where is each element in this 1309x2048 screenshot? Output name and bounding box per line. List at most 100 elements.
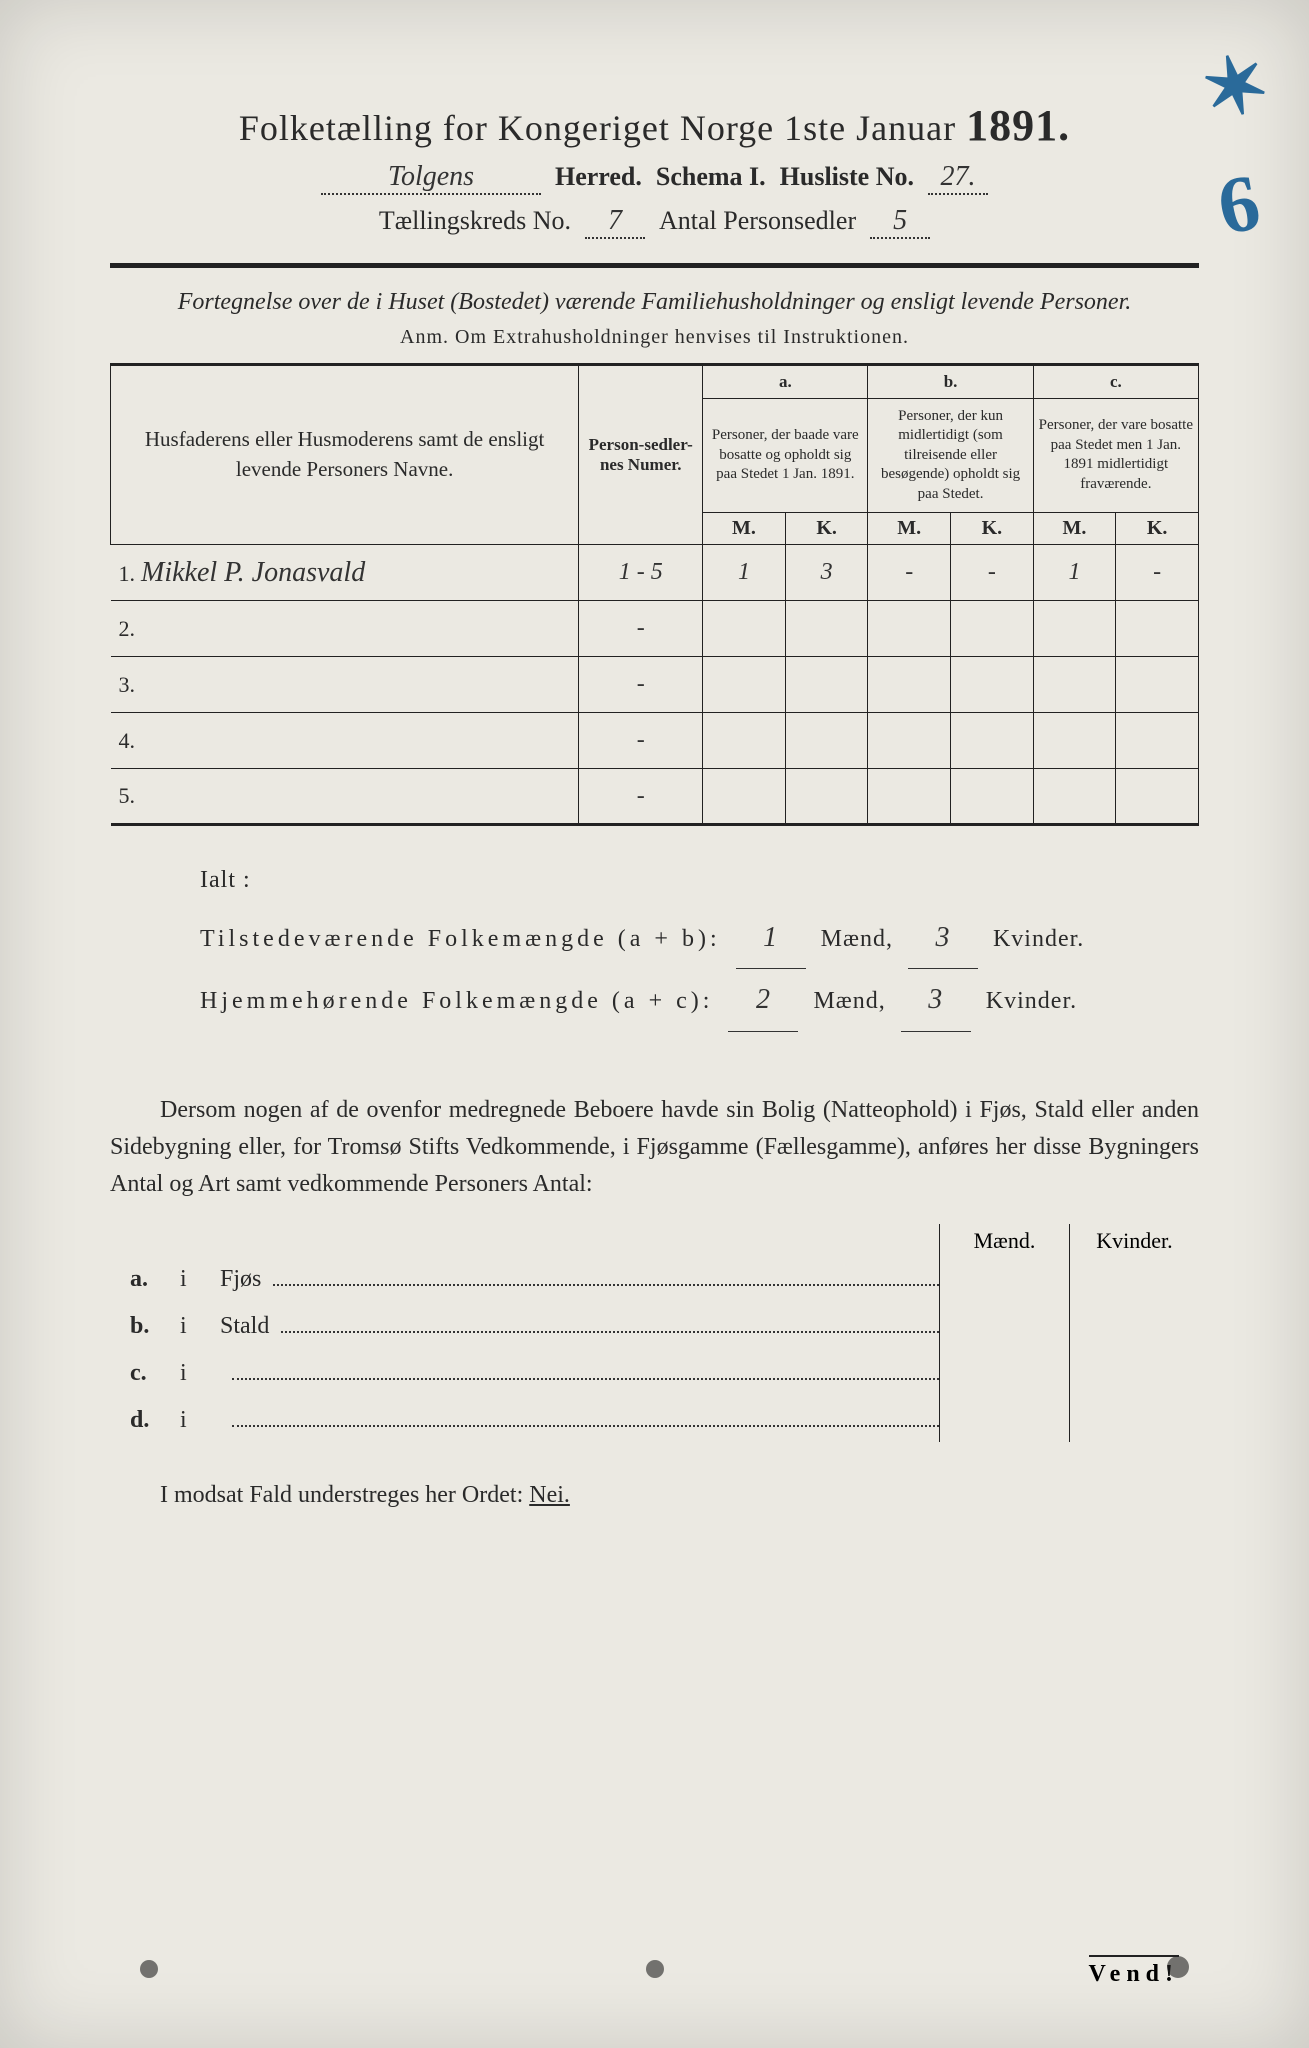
hjemme-k: 3 <box>901 969 971 1032</box>
group-a-text: Personer, der baade vare bosatte og opho… <box>703 398 868 513</box>
row-b-k <box>951 713 1034 769</box>
divider <box>110 263 1199 268</box>
husliste-value: 27. <box>928 161 988 195</box>
table-row: 3.- <box>111 657 1199 713</box>
row-a-k <box>785 769 868 825</box>
maend-label-2: Mænd, <box>813 988 885 1014</box>
row-b-k <box>951 601 1034 657</box>
sidebygning-row: c.i <box>110 1348 939 1395</box>
row-c-m <box>1033 601 1116 657</box>
sidebygning-block: a.iFjøsb.iStaldc.id.i Mænd. Kvinder. <box>110 1224 1199 1442</box>
kvinder-label-1: Kvinder. <box>993 926 1084 952</box>
annotation-mark-1: ✶ <box>1191 33 1280 141</box>
totals-block: Ialt : Tilstedeværende Folkemængde (a + … <box>110 854 1199 1032</box>
a-k-header: K. <box>785 513 868 545</box>
row-b-k: - <box>951 545 1034 601</box>
sb-dots <box>273 1262 939 1286</box>
sidebygning-paragraph: Dersom nogen af de ovenfor medregnede Be… <box>110 1092 1199 1204</box>
row-name-cell: 1.Mikkel P. Jonasvald <box>111 545 579 601</box>
row-name-cell: 5. <box>111 769 579 825</box>
punch-hole-icon <box>646 1960 664 1978</box>
row-name-cell: 2. <box>111 601 579 657</box>
row-a-m <box>703 601 786 657</box>
sb-lab: c. <box>110 1360 180 1387</box>
main-table: Husfaderens eller Husmoderens samt de en… <box>110 363 1199 827</box>
row-b-m <box>868 657 951 713</box>
group-a-label: a. <box>703 364 868 398</box>
kreds-value: 7 <box>585 205 645 239</box>
sb-dots <box>281 1309 939 1333</box>
b-m-header: M. <box>868 513 951 545</box>
sb-dots <box>232 1356 939 1380</box>
hjemme-row: Hjemmehørende Folkemængde (a + c): 2 Mæn… <box>200 969 1199 1032</box>
tilstede-k: 3 <box>908 907 978 970</box>
instructions-text: Fortegnelse over de i Huset (Bostedet) v… <box>160 286 1149 320</box>
maend-label-1: Mænd, <box>821 926 893 952</box>
sidebygning-row: a.iFjøs <box>110 1254 939 1301</box>
husliste-label: Husliste No. <box>780 162 914 192</box>
row-a-m: 1 <box>703 545 786 601</box>
group-b-text: Personer, der kun midlertidigt (som tilr… <box>868 398 1033 513</box>
sb-i: i <box>180 1407 220 1434</box>
table-row: 2.- <box>111 601 1199 657</box>
row-c-m: 1 <box>1033 545 1116 601</box>
anm-text: Anm. Om Extrahusholdninger henvises til … <box>110 326 1199 349</box>
row-sedler: - <box>579 713 703 769</box>
mk-columns: Mænd. Kvinder. <box>939 1224 1199 1442</box>
group-c-label: c. <box>1033 364 1198 398</box>
tilstede-m: 1 <box>736 907 806 970</box>
sb-i: i <box>180 1313 220 1340</box>
row-c-m <box>1033 713 1116 769</box>
row-c-m <box>1033 769 1116 825</box>
herred-label: Herred. <box>555 162 642 192</box>
row-c-k <box>1116 713 1199 769</box>
row-a-k <box>785 657 868 713</box>
hjemme-label: Hjemmehørende Folkemængde (a + c): <box>200 988 713 1014</box>
row-a-m <box>703 769 786 825</box>
sb-lab: b. <box>110 1313 180 1340</box>
row-name-cell: 3. <box>111 657 579 713</box>
c-m-header: M. <box>1033 513 1116 545</box>
kvinder-label-2: Kvinder. <box>986 988 1077 1014</box>
table-row: 1.Mikkel P. Jonasvald1 - 513--1- <box>111 545 1199 601</box>
row-b-m: - <box>868 545 951 601</box>
tilstede-label: Tilstedeværende Folkemængde (a + b): <box>200 926 721 952</box>
sb-lab: d. <box>110 1407 180 1434</box>
row-a-k <box>785 601 868 657</box>
row-b-m <box>868 713 951 769</box>
sidebygning-row: d.i <box>110 1395 939 1442</box>
personsedler-value: 5 <box>870 205 930 239</box>
row-c-k <box>1116 601 1199 657</box>
header-line-2: Tællingskreds No. 7 Antal Personsedler 5 <box>110 205 1199 239</box>
row-sedler: - <box>579 601 703 657</box>
punch-hole-icon <box>1167 1956 1189 1978</box>
row-sedler: 1 - 5 <box>579 545 703 601</box>
page-title: Folketælling for Kongeriget Norge 1ste J… <box>110 100 1199 151</box>
row-name-cell: 4. <box>111 713 579 769</box>
row-a-k: 3 <box>785 545 868 601</box>
row-sedler: - <box>579 657 703 713</box>
col-sedler-header: Person-sedler-nes Numer. <box>579 364 703 545</box>
modsat-text: I modsat Fald understreges her Ordet: <box>160 1482 523 1508</box>
herred-value: Tolgens <box>321 161 541 195</box>
kvinder-col-header: Kvinder. <box>1070 1224 1199 1442</box>
sb-word: Stald <box>220 1313 269 1340</box>
ialt-label: Ialt : <box>200 854 1199 907</box>
row-c-k <box>1116 657 1199 713</box>
title-year: 1891. <box>966 101 1070 150</box>
row-a-m <box>703 713 786 769</box>
hjemme-m: 2 <box>728 969 798 1032</box>
sb-i: i <box>180 1360 220 1387</box>
header-line-1: Tolgens Herred. Schema I. Husliste No. 2… <box>110 161 1199 195</box>
group-b-label: b. <box>868 364 1033 398</box>
modsat-nei: Nei. <box>529 1482 570 1508</box>
punch-hole-icon <box>140 1960 158 1978</box>
sb-dots <box>232 1403 939 1427</box>
c-k-header: K. <box>1116 513 1199 545</box>
group-c-text: Personer, der vare bosatte paa Stedet me… <box>1033 398 1198 513</box>
annotation-mark-2: 6 <box>1211 157 1266 254</box>
row-b-k <box>951 769 1034 825</box>
row-b-m <box>868 769 951 825</box>
sb-i: i <box>180 1266 220 1293</box>
table-row: 5.- <box>111 769 1199 825</box>
